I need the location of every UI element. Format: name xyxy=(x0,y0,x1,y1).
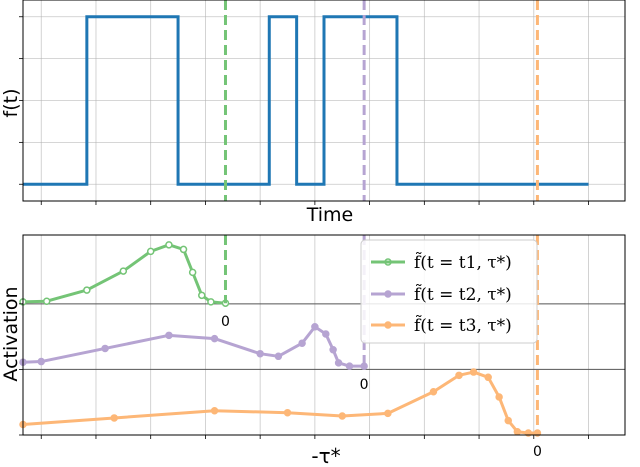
activation-point-t1 xyxy=(42,297,51,305)
legend: f̃(t = t1, τ*) f̃(t = t2, τ*) f̃(t = t3,… xyxy=(360,239,538,344)
activation-point-t3 xyxy=(283,408,292,417)
activation-point-t3 xyxy=(455,371,463,380)
bottom-ticks xyxy=(19,303,589,439)
activation-point-t2 xyxy=(256,349,264,358)
activation-point-t2 xyxy=(37,357,45,366)
legend-marker-t3 xyxy=(384,321,392,329)
legend-frame xyxy=(360,239,538,344)
activation-point-t3 xyxy=(110,414,118,422)
bottom-panel: 0 0 0 -τ* Activation f̃(t = t1, τ*) f̃(t =… xyxy=(0,234,626,467)
bottom-y-axis-label: Activation xyxy=(0,286,22,381)
legend-marker-t2 xyxy=(384,290,392,298)
legend-label-t1: f̃(t = t1, τ*) xyxy=(414,252,512,273)
legend-label-t3: f̃(t = t3, τ*) xyxy=(414,315,512,336)
legend-entry-t3: f̃(t = t3, τ*) xyxy=(371,315,512,336)
bottom-plot xyxy=(19,235,542,437)
activation-point-t3 xyxy=(210,406,219,415)
activation-point-t1 xyxy=(198,291,206,300)
activation-point-t2 xyxy=(298,339,306,347)
top-signal-line xyxy=(23,15,589,186)
activation-point-t1 xyxy=(179,245,188,254)
activation-point-t3 xyxy=(429,387,438,396)
activation-point-t3 xyxy=(495,393,503,401)
activation-point-t1 xyxy=(188,268,197,277)
top-panel: Time f(t) xyxy=(0,0,626,226)
activation-point-t2 xyxy=(329,346,337,354)
zero-label-t2: 0 xyxy=(360,377,369,393)
activation-point-t1 xyxy=(146,247,155,256)
activation-point-t2 xyxy=(345,362,354,370)
activation-point-t2 xyxy=(334,359,343,367)
bottom-zero-labels: 0 0 0 xyxy=(221,314,542,460)
activation-point-t2 xyxy=(311,323,319,331)
activation-point-t3 xyxy=(484,373,492,382)
activation-point-t2 xyxy=(274,352,283,361)
zero-label-t1: 0 xyxy=(221,314,230,330)
bottom-x-axis-label: -τ* xyxy=(311,444,340,467)
activation-point-t1 xyxy=(83,286,91,294)
legend-label-t2: f̃(t = t2, τ*) xyxy=(414,284,512,305)
activation-point-t3 xyxy=(338,412,346,420)
top-x-axis-label: Time xyxy=(306,204,354,226)
activation-line-t2 xyxy=(22,325,365,368)
activation-point-t3 xyxy=(504,416,512,425)
top-y-axis-label: f(t) xyxy=(0,89,22,118)
activation-point-t2 xyxy=(210,334,219,343)
bottom-axes-frame xyxy=(22,234,626,436)
legend-entry-t2: f̃(t = t2, τ*) xyxy=(371,284,512,305)
activation-point-t2 xyxy=(101,344,109,353)
legend-entry-t1: f̃(t = t1, τ*) xyxy=(371,252,512,273)
activation-point-t1 xyxy=(165,241,173,249)
zero-label-t3: 0 xyxy=(533,444,542,460)
top-ticks xyxy=(19,16,589,205)
activation-point-t3 xyxy=(384,409,392,418)
activation-point-t1 xyxy=(207,298,215,306)
legend-marker-t1 xyxy=(384,258,392,266)
activation-point-t3 xyxy=(513,427,522,436)
top-plot xyxy=(23,0,589,201)
activation-point-t2 xyxy=(165,331,173,340)
activation-line-t3 xyxy=(22,370,538,435)
activation-point-t1 xyxy=(119,267,128,275)
activation-point-t3 xyxy=(469,368,478,376)
activation-point-t2 xyxy=(322,330,330,338)
